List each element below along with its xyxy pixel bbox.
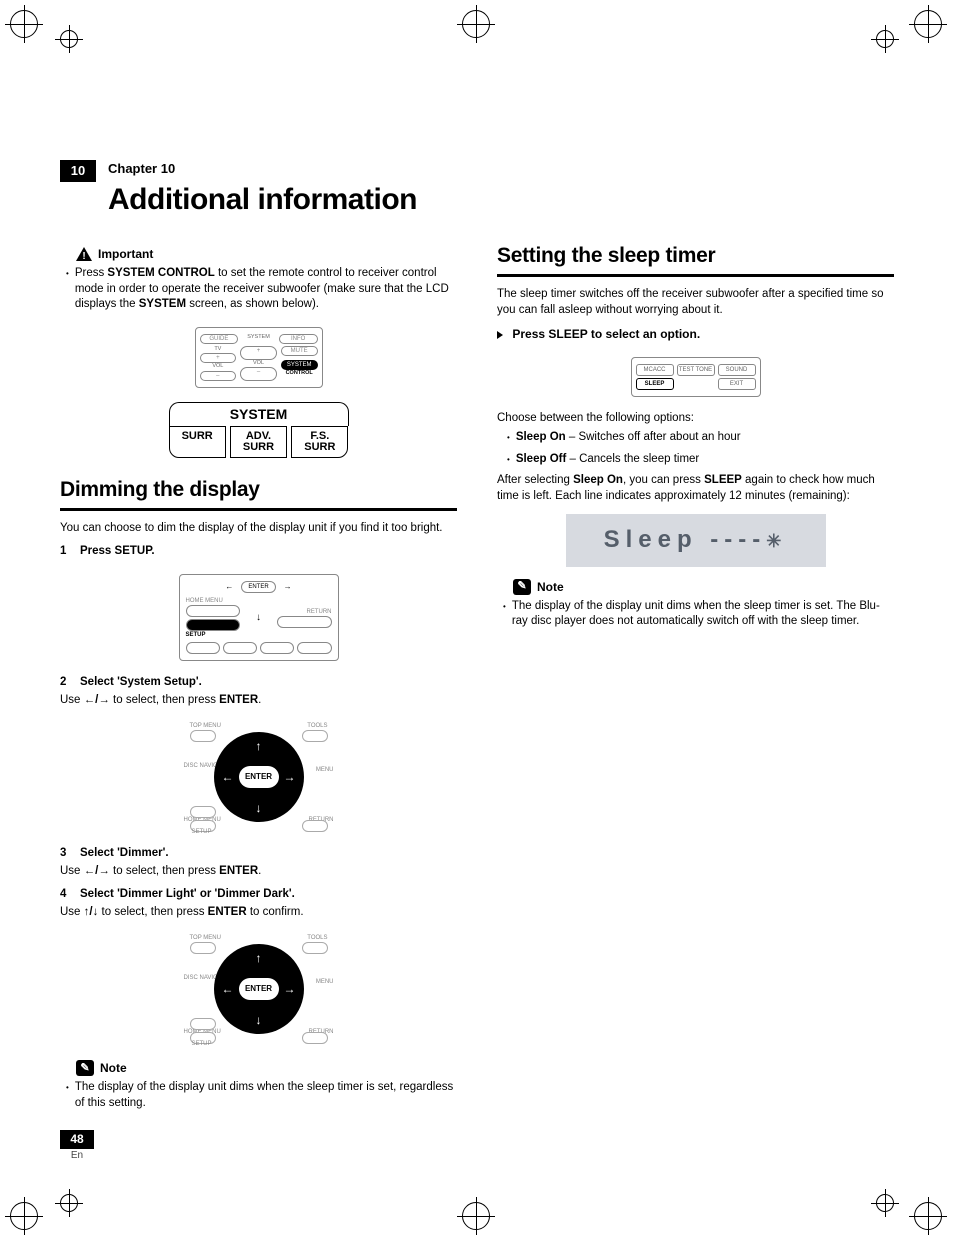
option-sleep-on: Sleep On – Switches off after about an h… bbox=[516, 430, 894, 446]
step2-title: Select 'System Setup'. bbox=[80, 675, 202, 691]
sleep-remote-diagram: MCACC TEST TONE SOUND SLEEP EXIT bbox=[497, 351, 894, 403]
crop-mark bbox=[462, 1202, 492, 1232]
triangle-icon bbox=[497, 331, 503, 339]
sleep-display-panel: Sleep ----✳ bbox=[566, 514, 826, 566]
lcd-cell-fs: F.S.SURR bbox=[291, 426, 348, 458]
setup-remote-diagram: ← ENTER → HOME MENUSETUP ↓ RETURN bbox=[60, 568, 457, 667]
step3-title: Select 'Dimmer'. bbox=[80, 846, 169, 862]
crop-mark bbox=[914, 1202, 944, 1232]
step1-num: 1 bbox=[60, 544, 70, 560]
enter-dial-diagram-1: TOP MENU TOOLS DISC NAVIGATOR MENU ↑↓←→ … bbox=[60, 716, 457, 838]
bullet-icon: • bbox=[503, 599, 506, 630]
page-language: En bbox=[60, 1149, 94, 1163]
sleep-intro: The sleep timer switches off the receive… bbox=[497, 287, 894, 318]
crop-mark bbox=[876, 30, 894, 48]
mcacc-button: MCACC bbox=[636, 364, 674, 376]
step3-body: Use ←/→ to select, then press ENTER. bbox=[60, 864, 457, 880]
setup-pill bbox=[186, 619, 241, 631]
info-button: INFO bbox=[279, 334, 318, 344]
left-column: ! Important • Press SYSTEM CONTROL to se… bbox=[60, 242, 457, 1117]
chapter-number-tab: 10 bbox=[60, 160, 96, 182]
bullet-icon: • bbox=[66, 1080, 69, 1111]
step4-body: Use ↑/↓ to select, then press ENTER to c… bbox=[60, 905, 457, 921]
mute-button: MUTE bbox=[281, 346, 318, 356]
lcd-diagram: SYSTEM SURR ADV.SURR F.S.SURR bbox=[169, 402, 349, 458]
plus-button: + bbox=[200, 353, 237, 363]
note-icon: ✎ bbox=[76, 1060, 94, 1076]
heading-sleep: Setting the sleep timer bbox=[497, 242, 894, 270]
lcd-cell-surr: SURR bbox=[169, 426, 226, 458]
bullet-icon: • bbox=[507, 430, 510, 446]
page-number: 48 bbox=[60, 1130, 94, 1148]
svg-text:!: ! bbox=[82, 251, 85, 261]
exit-button: EXIT bbox=[718, 378, 756, 390]
heading-rule bbox=[497, 274, 894, 277]
right-column: Setting the sleep timer The sleep timer … bbox=[497, 242, 894, 1117]
dimming-intro: You can choose to dim the display of the… bbox=[60, 521, 457, 537]
system-control-button: SYSTEM bbox=[281, 360, 318, 370]
choose-text: Choose between the following options: bbox=[497, 411, 894, 427]
step1-title: Press SETUP. bbox=[80, 544, 155, 560]
note-icon: ✎ bbox=[513, 579, 531, 595]
minus-button: – bbox=[200, 371, 237, 381]
system-label: SYSTEM bbox=[242, 334, 275, 344]
enter-pill: ENTER bbox=[241, 581, 275, 593]
vol-plus-button: + bbox=[240, 346, 277, 360]
page-footer: 48 En bbox=[60, 1130, 94, 1162]
important-text: Press SYSTEM CONTROL to set the remote c… bbox=[75, 266, 457, 313]
heading-dimming: Dimming the display bbox=[60, 476, 457, 504]
note-heading: Note bbox=[537, 579, 564, 595]
enter-button: ENTER bbox=[239, 766, 279, 788]
crop-mark bbox=[60, 1194, 78, 1212]
bullet-icon: • bbox=[507, 452, 510, 468]
enter-dial-diagram-2: TOP MENU TOOLS DISC NAVIGATOR MENU ↑↓←→ … bbox=[60, 928, 457, 1050]
vol-label: VOL bbox=[200, 363, 237, 370]
step2-num: 2 bbox=[60, 675, 70, 691]
page-content: 10 Chapter 10 Additional information ! I… bbox=[60, 160, 894, 1162]
step2-body: Use ←/→ to select, then press ENTER. bbox=[60, 693, 457, 709]
after-selecting-text: After selecting Sleep On, you can press … bbox=[497, 473, 894, 504]
crop-mark bbox=[914, 10, 944, 40]
crop-mark bbox=[462, 10, 492, 40]
guide-button: GUIDE bbox=[200, 334, 239, 344]
home-menu-label: HOME MENU bbox=[186, 597, 241, 605]
lcd-cell-adv: ADV.SURR bbox=[230, 426, 287, 458]
lcd-top-label: SYSTEM bbox=[169, 402, 349, 426]
note-text-right: The display of the display unit dims whe… bbox=[512, 599, 894, 630]
note-text-left: The display of the display unit dims whe… bbox=[75, 1080, 457, 1111]
step4-num: 4 bbox=[60, 887, 70, 903]
sleep-button: SLEEP bbox=[636, 378, 674, 390]
note-heading: Note bbox=[100, 1060, 127, 1076]
warning-icon: ! bbox=[76, 247, 92, 261]
crop-mark bbox=[60, 30, 78, 48]
vol-center-label: VOL bbox=[240, 360, 277, 367]
chapter-title: Additional information bbox=[108, 180, 894, 221]
important-heading: Important bbox=[98, 246, 153, 262]
sound-button: SOUND bbox=[718, 364, 756, 376]
control-label: CONTROL bbox=[281, 370, 318, 377]
option-sleep-off: Sleep Off – Cancels the sleep timer bbox=[516, 452, 894, 468]
crop-mark bbox=[876, 1194, 894, 1212]
step3-num: 3 bbox=[60, 846, 70, 862]
test-tone-button: TEST TONE bbox=[677, 364, 715, 376]
heading-rule bbox=[60, 508, 457, 511]
crop-mark bbox=[10, 1202, 40, 1232]
press-sleep-instruction: Press SLEEP to select an option. bbox=[512, 327, 700, 341]
tv-label: TV bbox=[200, 346, 237, 353]
return-label: RETURN bbox=[277, 608, 332, 616]
enter-button: ENTER bbox=[239, 978, 279, 1000]
vol-minus-button: – bbox=[240, 367, 277, 381]
crop-mark bbox=[10, 10, 40, 40]
remote-diagram-1: GUIDE SYSTEM INFO TV + VOL – + bbox=[60, 321, 457, 394]
chapter-label: Chapter 10 bbox=[108, 160, 894, 178]
bullet-icon: • bbox=[66, 266, 69, 313]
step4-title: Select 'Dimmer Light' or 'Dimmer Dark'. bbox=[80, 887, 295, 903]
